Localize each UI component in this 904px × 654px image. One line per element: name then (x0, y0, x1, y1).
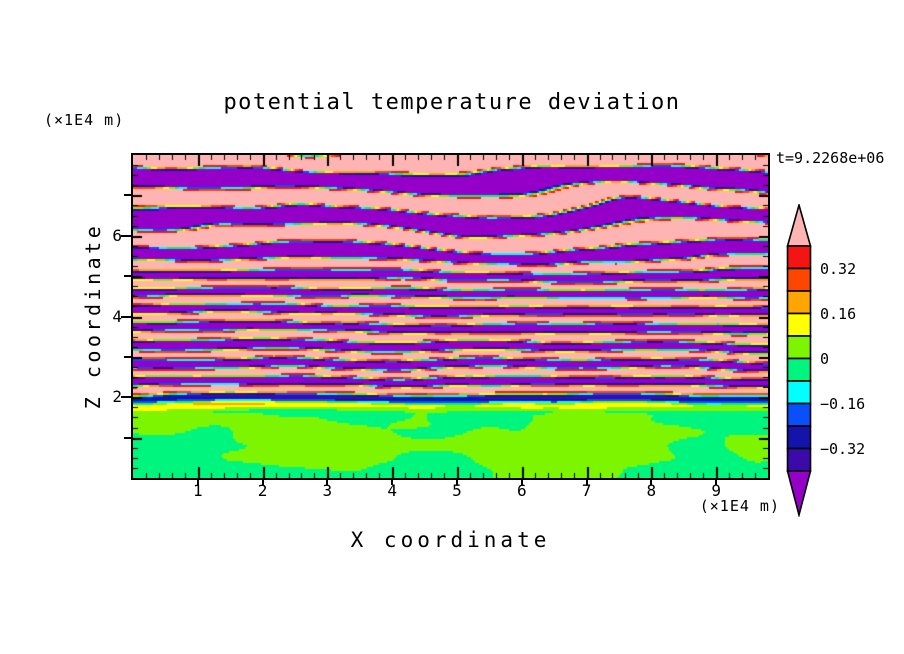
colorbar-tick-label: 0.32 (820, 259, 857, 278)
x-outward-tick (715, 480, 718, 485)
z-outward-tick (121, 315, 131, 318)
colorbar-segment (786, 312, 812, 337)
x-outward-tick (585, 480, 588, 485)
plot-title: potential temperature deviation (223, 90, 681, 115)
x-tick-label: 9 (711, 481, 721, 500)
colorbar-segment (786, 402, 812, 427)
x-outward-tick (455, 480, 458, 485)
x-tick-label: 6 (516, 481, 527, 500)
x-axis-unit-label: (×1E4 m) (699, 497, 780, 515)
x-tick-label: 4 (387, 481, 397, 500)
z-tick-label: 6 (112, 225, 122, 245)
z-axis-unit-label: (×1E4 m) (44, 111, 125, 129)
colorbar-lower-arrow (786, 470, 812, 517)
z-outward-tick (121, 234, 131, 237)
x-tick-label: 2 (257, 481, 268, 500)
z-outward-tick (124, 436, 131, 439)
x-tick-label: 8 (646, 481, 657, 500)
colorbar-tick-label: −0.16 (820, 394, 866, 413)
x-outward-tick (391, 480, 394, 485)
colorbar (786, 204, 812, 517)
x-outward-tick (261, 480, 264, 485)
x-axis-label: X coordinate (350, 528, 551, 552)
x-tick-label: 1 (192, 481, 203, 500)
x-tick-label: 5 (452, 481, 462, 500)
z-outward-tick (124, 355, 131, 358)
z-outward-tick (124, 275, 131, 278)
x-tick-label: 7 (581, 481, 592, 500)
colorbar-segment (786, 447, 812, 472)
colorbar-tick-label: −0.32 (820, 439, 866, 458)
z-outward-tick (124, 194, 131, 197)
z-tick-label: 4 (112, 306, 122, 326)
colorbar-segment (786, 357, 812, 382)
x-outward-tick (196, 480, 199, 485)
x-outward-tick (326, 480, 329, 485)
x-outward-tick (650, 480, 653, 485)
colorbar-segment (786, 425, 812, 450)
colorbar-segment (786, 335, 812, 360)
x-tick-label: 3 (322, 481, 333, 500)
z-tick-label: 2 (112, 387, 122, 407)
contour-field-canvas (133, 155, 768, 478)
colorbar-segment (786, 380, 812, 405)
colorbar-tick-label: 0.16 (820, 304, 857, 323)
colorbar-segment (786, 267, 812, 292)
z-outward-tick (121, 396, 131, 399)
plot-frame (131, 153, 770, 480)
colorbar-segment (786, 290, 812, 315)
colorbar-segment (786, 245, 812, 270)
colorbar-tick-label: 0 (820, 349, 830, 368)
colorbar-upper-arrow (786, 204, 812, 247)
time-annotation: t=9.2268e+06 (776, 149, 885, 167)
x-outward-tick (520, 480, 523, 485)
